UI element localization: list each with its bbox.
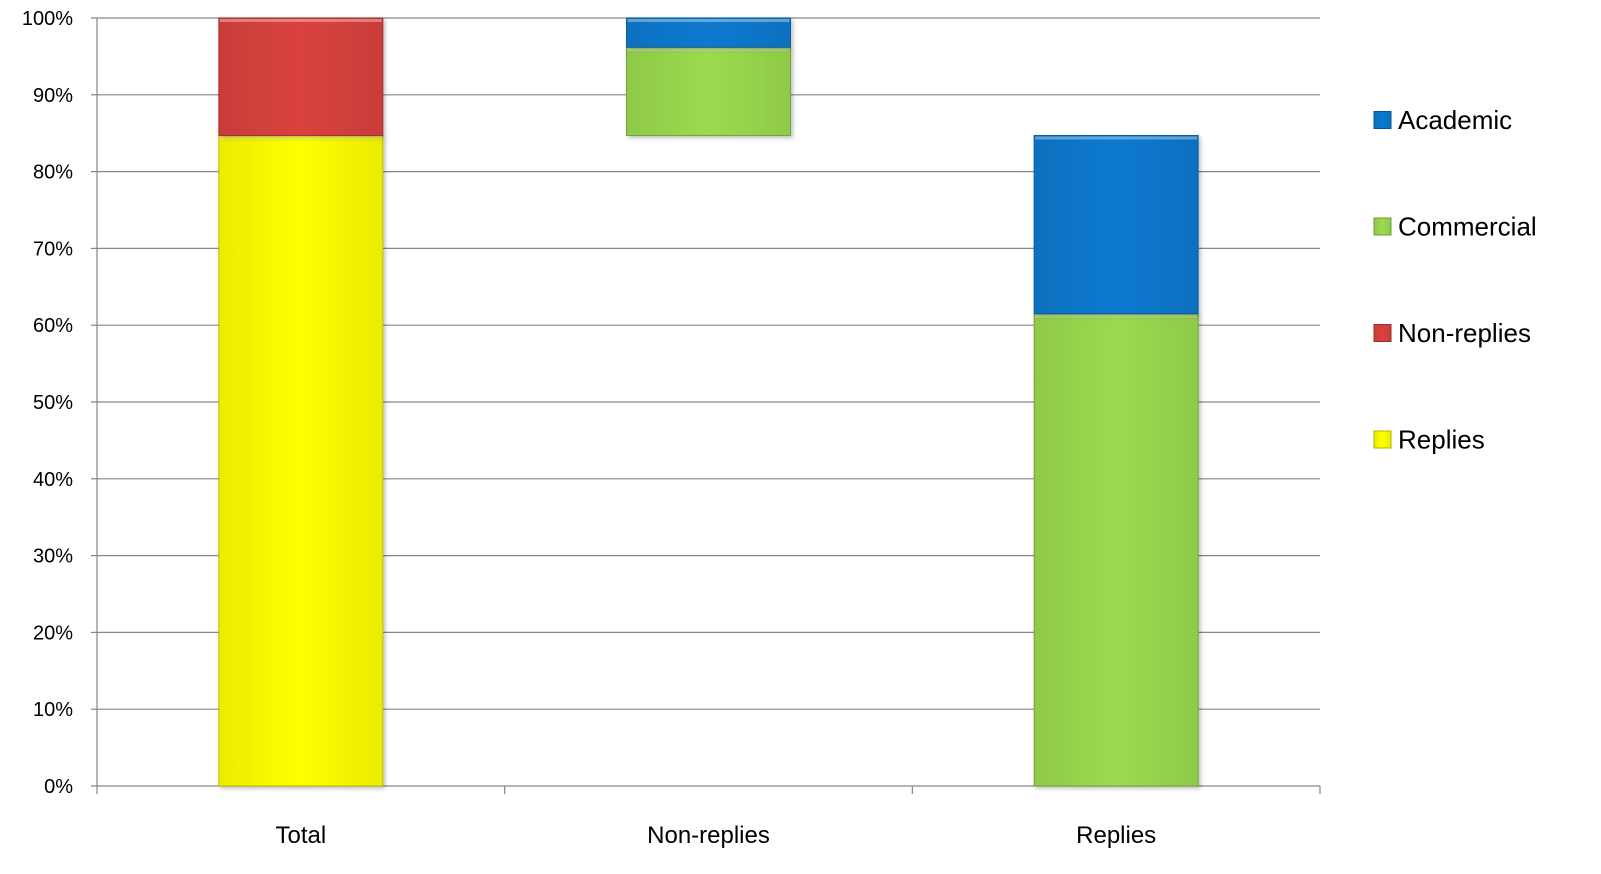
bar-segment-academic: [626, 17, 791, 48]
bar-segment-academic: [1033, 135, 1199, 315]
legend-item: Academic: [1373, 105, 1512, 135]
bar-segment-highlight: [1035, 314, 1198, 318]
bar-segment-commercial: [626, 46, 791, 137]
y-tick-label: 60%: [33, 315, 73, 337]
legend: Academic Commercial Non-replies Replies: [1373, 105, 1537, 455]
y-tick-label: 30%: [33, 546, 73, 568]
bar-segment-highlight: [219, 19, 382, 22]
y-tick-label: 100%: [22, 8, 73, 30]
legend-swatch: [1373, 430, 1392, 449]
legend-swatch: [1373, 217, 1392, 236]
bar-segment-highlight: [627, 19, 790, 22]
y-tick-label: 40%: [33, 469, 73, 491]
legend-item: Commercial: [1373, 212, 1537, 242]
legend-label: Replies: [1398, 425, 1485, 455]
legend-swatch: [1373, 324, 1392, 342]
legend-swatch: [1373, 111, 1392, 129]
axes: 0% 10% 20% 30% 40% 50% 60% 70% 80% 90% 100% Total No…: [22, 8, 1321, 849]
y-tick-label: 50%: [33, 392, 73, 414]
y-tick-label: 20%: [33, 622, 73, 644]
x-tick-label: Total: [275, 822, 326, 849]
y-tick-label: 70%: [33, 238, 73, 260]
bars: [218, 17, 1199, 787]
bar-segment-highlight: [627, 48, 790, 52]
legend-label: Non-replies: [1398, 318, 1531, 348]
y-tick-label: 80%: [33, 162, 73, 184]
bar-segment-non-replies: [218, 17, 384, 137]
bar-segment-replies: [218, 135, 384, 787]
y-tick-label: 10%: [33, 699, 73, 721]
legend-label: Academic: [1398, 105, 1512, 135]
y-tick-label: 0%: [44, 776, 73, 798]
bar-segment-commercial: [1033, 313, 1199, 787]
bar-segment-highlight: [1035, 136, 1198, 140]
legend-item: Replies: [1373, 425, 1485, 455]
x-tick-label: Replies: [1076, 822, 1156, 849]
legend-label: Commercial: [1398, 212, 1537, 242]
y-tick-label: 90%: [33, 85, 73, 107]
bar-segment-highlight: [219, 136, 382, 140]
legend-item: Non-replies: [1373, 318, 1531, 348]
x-tick-label: Non-replies: [647, 822, 770, 849]
